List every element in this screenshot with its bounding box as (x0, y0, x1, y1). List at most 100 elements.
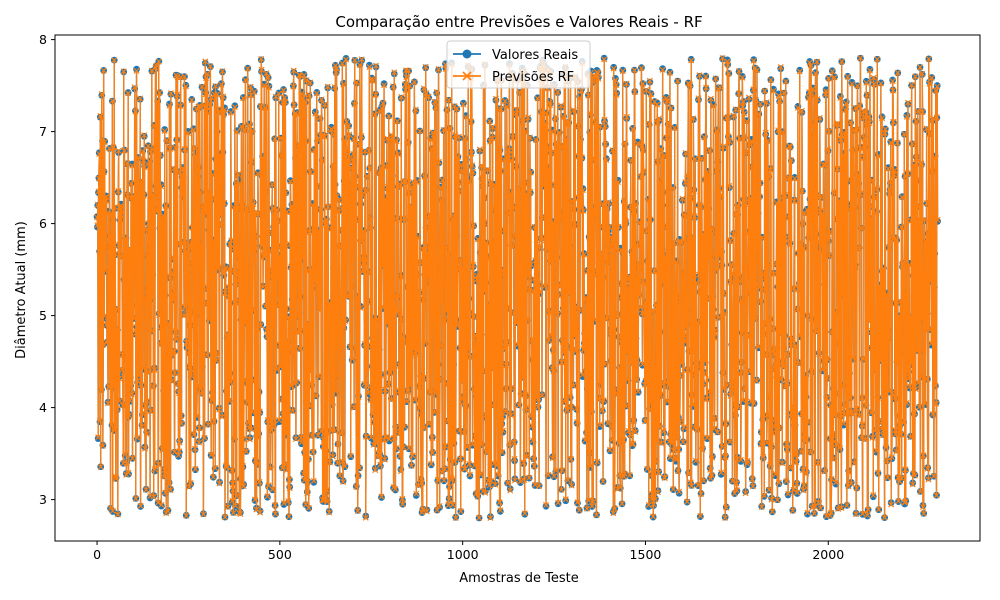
data-point-pred (186, 244, 193, 252)
data-point-pred (109, 422, 116, 429)
data-point-pred (336, 472, 343, 479)
data-point-pred (893, 236, 900, 243)
data-point-pred (195, 103, 202, 110)
data-point-real (586, 449, 593, 457)
data-point-pred (663, 134, 670, 141)
data-point-pred (192, 445, 199, 452)
data-point-pred (414, 234, 421, 241)
data-point-pred (734, 212, 741, 219)
data-point-pred (871, 81, 878, 88)
data-point-pred (346, 131, 353, 138)
data-point-real (610, 63, 618, 71)
data-point-pred (568, 403, 575, 410)
data-point-pred (268, 426, 275, 433)
data-point-pred (815, 248, 822, 255)
data-point-pred (287, 241, 294, 248)
data-point-pred (312, 110, 319, 117)
data-point-pred (501, 226, 508, 233)
data-point-pred (561, 398, 568, 405)
data-point-pred (111, 427, 118, 434)
data-point-real (265, 82, 273, 90)
data-point-pred (270, 325, 277, 332)
data-point-pred (776, 330, 784, 337)
data-point-pred (766, 316, 773, 323)
data-point-pred (334, 460, 341, 467)
data-point-pred (843, 364, 850, 371)
data-point-pred (766, 486, 773, 493)
data-point-pred (903, 399, 910, 407)
data-point-pred (717, 252, 724, 259)
data-point-pred (932, 154, 939, 161)
x-axis-title: Amostras de Teste (459, 571, 579, 586)
data-point-pred (715, 315, 722, 322)
data-point-real (680, 425, 688, 433)
data-point-pred (787, 143, 794, 150)
data-point-pred (313, 90, 320, 97)
data-point-pred (421, 173, 428, 180)
data-point-pred (877, 357, 884, 364)
data-point-pred (652, 496, 659, 503)
data-point-pred (759, 270, 766, 277)
data-point-pred (700, 477, 707, 484)
data-point-pred (113, 305, 120, 312)
data-point-real (848, 79, 856, 86)
data-point-pred (305, 455, 312, 462)
data-point-pred (138, 271, 145, 278)
data-point-pred (465, 295, 472, 303)
data-point-pred (345, 292, 352, 300)
data-point-pred (742, 490, 749, 497)
data-point-pred (857, 190, 864, 197)
data-point-pred (499, 427, 506, 434)
data-point-pred (813, 58, 820, 65)
data-point-pred (825, 236, 832, 243)
data-point-pred (119, 351, 126, 358)
data-point-pred (267, 416, 274, 423)
data-point-pred (567, 393, 574, 400)
data-point-pred (780, 363, 787, 370)
data-point-pred (882, 372, 889, 379)
data-point-pred (791, 175, 798, 182)
data-point-pred (329, 453, 336, 460)
data-point-pred (912, 118, 920, 125)
data-point-pred (760, 319, 767, 326)
data-point-pred (233, 493, 240, 500)
data-point-pred (928, 74, 935, 82)
data-point-pred (416, 404, 423, 411)
data-point-pred (578, 203, 585, 210)
data-point-pred (158, 323, 165, 330)
data-point-pred (483, 449, 490, 456)
data-point-pred (690, 115, 697, 122)
data-point-pred (854, 126, 861, 133)
data-point-pred (924, 465, 931, 472)
data-point-pred (647, 216, 654, 223)
data-point-pred (261, 186, 268, 193)
data-point-pred (692, 370, 699, 377)
data-point-pred (583, 505, 590, 512)
data-point-pred (431, 305, 438, 312)
data-point-real (933, 82, 941, 89)
data-point-pred (906, 354, 913, 361)
data-point-pred (646, 77, 653, 84)
data-point-pred (715, 185, 722, 192)
data-point-pred (723, 504, 730, 511)
data-point-pred (679, 195, 686, 202)
data-point-pred (571, 222, 578, 230)
data-point-pred (235, 278, 242, 285)
data-point-pred (229, 480, 236, 487)
data-point-pred (735, 404, 742, 411)
data-point-pred (173, 136, 180, 143)
data-point-pred (909, 140, 916, 147)
data-point-pred (269, 486, 276, 493)
data-point-pred (792, 451, 799, 458)
data-point-pred (834, 120, 841, 127)
data-point-pred (430, 221, 437, 228)
data-point-pred (657, 329, 664, 336)
data-point-pred (867, 203, 874, 210)
data-point-pred (881, 381, 888, 388)
data-point-pred (357, 238, 365, 245)
data-point-pred (525, 114, 532, 121)
data-point-pred (520, 459, 527, 466)
data-point-pred (475, 335, 482, 342)
data-point-pred (270, 224, 277, 231)
data-point-pred (618, 280, 625, 287)
